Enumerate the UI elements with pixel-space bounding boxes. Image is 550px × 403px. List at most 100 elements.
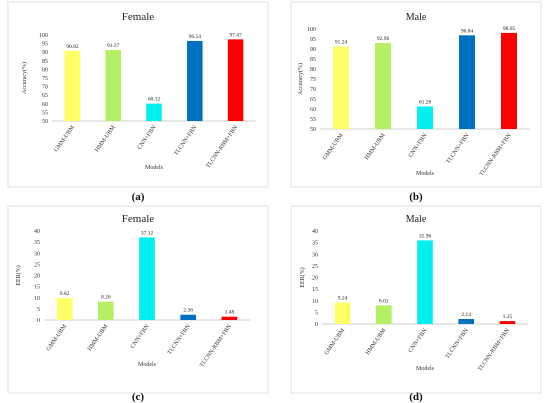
y-tick-label: 50 [310, 127, 316, 133]
data-label: 8.01 [379, 298, 389, 304]
y-tick-label: 90 [310, 47, 316, 53]
y-axis-label: Accuracy(%) [21, 62, 28, 94]
y-tick-label: 60 [42, 102, 48, 108]
y-axis-label: EER(%) [299, 267, 306, 287]
data-label: 1.25 [503, 314, 513, 320]
y-tick-label: 30 [34, 251, 40, 257]
data-label: 96.84 [461, 28, 474, 34]
y-tick-label: 0 [37, 318, 40, 324]
bar-hmm-ubm [97, 301, 114, 320]
y-tick-label: 75 [42, 76, 48, 82]
bar-cnn-fbn [417, 106, 433, 129]
data-label: 90.82 [66, 44, 79, 50]
data-label: 35.96 [419, 233, 432, 239]
y-tick-label: 60 [310, 107, 316, 113]
y-tick-label: 90 [42, 50, 48, 56]
bar-hmm-ubm [375, 305, 392, 324]
y-tick-label: 70 [42, 85, 48, 91]
y-tick-label: 55 [42, 110, 48, 116]
bar-tlcnn-rbm-fbn [221, 316, 238, 320]
y-tick-label: 55 [310, 117, 316, 123]
y-tick-label: 80 [310, 67, 316, 73]
y-tick-label: 80 [42, 67, 48, 73]
bar-tlcnn-rbm-fbn [227, 39, 244, 121]
chart-title: Female [122, 213, 154, 225]
x-axis-label: Models [416, 366, 435, 372]
data-label: 9.24 [338, 296, 348, 302]
y-tick-label: 95 [310, 37, 316, 43]
y-tick-label: 50 [42, 119, 48, 125]
bar-tlcnn-fbn [180, 314, 197, 320]
chart-title: Male [406, 214, 427, 225]
y-tick-label: 20 [34, 274, 40, 280]
y-tick-label: 5 [315, 310, 318, 316]
y-tick-label: 10 [34, 296, 40, 302]
data-label: 2.14 [461, 312, 471, 318]
y-tick-label: 100 [307, 27, 316, 33]
chart-panel-3: Female0510152025303540EER(%)9.82GMM-UBM8… [7, 205, 269, 394]
data-label: 1.48 [225, 310, 235, 316]
y-tick-label: 95 [42, 42, 48, 48]
y-tick-label: 10 [312, 299, 318, 305]
bar-cnn-fbn [417, 240, 433, 324]
data-label: 97.47 [229, 32, 242, 38]
chart-panel-4: Male0510152025303540EER(%)9.24GMM-UBM8.0… [290, 205, 542, 394]
y-axis-label: EER(%) [15, 265, 22, 285]
data-label: 60.12 [148, 97, 161, 103]
y-tick-label: 40 [312, 229, 318, 235]
bar-tlcnn-rbm-fbn [501, 32, 517, 129]
y-tick-label: 65 [310, 97, 316, 103]
y-tick-label: 20 [312, 276, 318, 282]
data-label: 61.28 [419, 99, 432, 105]
panel-sub-label: (d) [409, 391, 423, 403]
y-tick-label: 25 [34, 262, 40, 268]
bar-gmm-ubm [64, 50, 81, 122]
data-label: 91.24 [335, 40, 348, 46]
y-tick-label: 25 [312, 264, 318, 270]
y-tick-label: 5 [37, 307, 40, 313]
bar-tlcnn-fbn [187, 40, 203, 121]
data-label: 92.96 [377, 36, 390, 42]
x-axis-label: Models [416, 171, 435, 177]
data-label: 9.82 [60, 291, 70, 297]
y-axis-label: Accuracy(%) [297, 63, 304, 95]
y-tick-label: 65 [42, 93, 48, 99]
data-label: 96.54 [189, 34, 202, 40]
panel-border [7, 1, 269, 188]
bar-tlcnn-fbn [459, 35, 475, 129]
data-label: 8.26 [101, 295, 111, 301]
y-tick-label: 70 [310, 87, 316, 93]
y-tick-label: 0 [315, 322, 318, 328]
y-tick-label: 30 [312, 252, 318, 258]
y-tick-label: 75 [310, 77, 316, 83]
panel-border [290, 1, 542, 188]
bar-hmm-ubm [375, 43, 391, 129]
panel-sub-label: (b) [409, 191, 423, 203]
data-label: 98.05 [503, 26, 516, 32]
panel-sub-label: (a) [132, 191, 145, 203]
bar-cnn-fbn [139, 237, 155, 320]
chart-panel-2: Male 50 55 60 65 70 75 80 85 90 95 100 Accuracy(%) 91… [290, 1, 542, 188]
data-label: 37.12 [141, 230, 154, 236]
chart-panel-1: Female 50 55 60 65 70 75 80 85 90 95 100 Accuracy(%)… [7, 1, 269, 188]
bar-cnn-fbn [146, 103, 162, 121]
x-axis-label: Models [138, 362, 157, 368]
chart-title: Female [122, 11, 154, 23]
data-label: 91.27 [107, 43, 120, 49]
bar-tlcnn-rbm-fbn [499, 321, 516, 324]
panel-sub-label: (c) [132, 391, 145, 403]
y-tick-label: 35 [312, 241, 318, 247]
bar-tlcnn-fbn [458, 319, 475, 324]
y-tick-label: 100 [39, 33, 48, 39]
bar-gmm-ubm [334, 302, 351, 324]
y-tick-label: 40 [34, 229, 40, 235]
y-tick-label: 35 [34, 240, 40, 246]
panel-border [7, 205, 269, 394]
bar-hmm-ubm [105, 50, 121, 122]
y-tick-label: 15 [34, 285, 40, 291]
y-tick-label: 85 [42, 59, 48, 65]
panel-border [290, 205, 542, 394]
data-label: 2.36 [183, 308, 193, 314]
x-axis-label: Models [145, 165, 164, 171]
